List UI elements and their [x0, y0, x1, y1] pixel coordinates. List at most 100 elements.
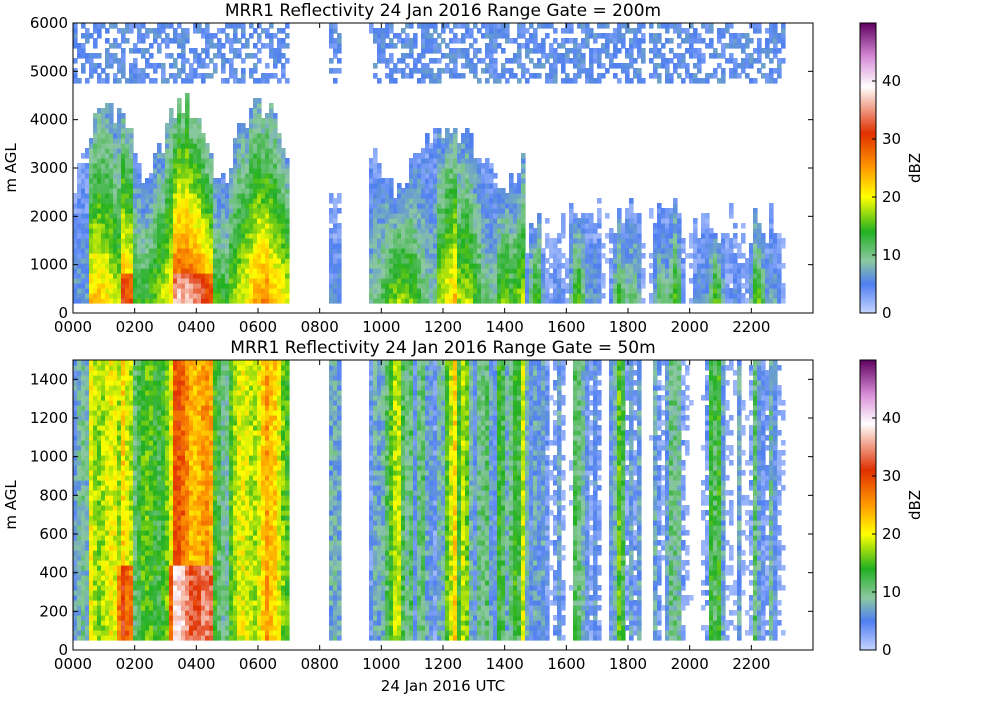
- heatmap-cell: [433, 258, 438, 264]
- heatmap-cell: [137, 188, 142, 194]
- heatmap-cell: [589, 218, 594, 224]
- heatmap-cell: [377, 193, 382, 199]
- heatmap-cell: [181, 133, 186, 139]
- heatmap-cell: [573, 43, 578, 49]
- heatmap-cell: [73, 28, 78, 34]
- heatmap-cell: [445, 153, 450, 159]
- heatmap-cell: [281, 198, 286, 204]
- heatmap-cell: [429, 258, 434, 264]
- heatmap-cell: [381, 228, 386, 234]
- heatmap-cell: [429, 298, 434, 304]
- heatmap-cell: [525, 283, 530, 289]
- heatmap-cell: [585, 248, 590, 254]
- heatmap-cell: [81, 153, 86, 159]
- heatmap-cell: [489, 213, 494, 219]
- heatmap-cell: [585, 233, 590, 239]
- heatmap-cell: [233, 168, 238, 174]
- heatmap-cell: [265, 163, 270, 169]
- heatmap-cell: [381, 198, 386, 204]
- heatmap-cell: [473, 38, 478, 44]
- heatmap-cell: [401, 273, 406, 279]
- heatmap-cell: [257, 183, 262, 189]
- heatmap-cell: [157, 233, 162, 239]
- heatmap-cell: [141, 278, 146, 284]
- heatmap-cell: [213, 228, 218, 234]
- heatmap-cell: [469, 193, 474, 199]
- heatmap-cell: [629, 278, 634, 284]
- heatmap-cell: [381, 48, 386, 54]
- heatmap-cell: [329, 28, 334, 34]
- heatmap-cell: [193, 203, 198, 209]
- heatmap-cell: [697, 248, 702, 254]
- heatmap-cell: [433, 28, 438, 34]
- heatmap-cell: [337, 208, 342, 214]
- heatmap-cell: [709, 228, 714, 234]
- heatmap-cell: [653, 268, 658, 274]
- heatmap-cell: [209, 283, 214, 289]
- heatmap-cell: [517, 263, 522, 269]
- heatmap-cell: [165, 223, 170, 229]
- heatmap-cell: [461, 188, 466, 194]
- heatmap-cell: [589, 68, 594, 74]
- heatmap-cell: [145, 218, 150, 224]
- heatmap-cell: [745, 73, 750, 79]
- heatmap-cell: [221, 58, 226, 64]
- heatmap-cell: [709, 268, 714, 274]
- heatmap-cell: [677, 253, 682, 259]
- heatmap-cell: [153, 203, 158, 209]
- heatmap-cell: [253, 268, 258, 274]
- heatmap-cell: [553, 48, 558, 54]
- heatmap-cell: [161, 153, 166, 159]
- heatmap-cell: [81, 43, 86, 49]
- heatmap-cell: [121, 283, 126, 289]
- heatmap-cell: [657, 298, 662, 304]
- heatmap-cell: [637, 288, 642, 294]
- heatmap-cell: [753, 23, 758, 29]
- heatmap-cell: [157, 198, 162, 204]
- heatmap-cell: [89, 283, 94, 289]
- heatmap-cell: [197, 198, 202, 204]
- heatmap-cell: [185, 288, 190, 294]
- heatmap-cell: [149, 233, 154, 239]
- heatmap-cell: [129, 218, 134, 224]
- heatmap-cell: [673, 238, 678, 244]
- heatmap-cell: [637, 233, 642, 239]
- heatmap-cell: [285, 203, 290, 209]
- heatmap-cell: [389, 253, 394, 259]
- heatmap-cell: [213, 178, 218, 184]
- heatmap-cell: [153, 288, 158, 294]
- heatmap-cell: [273, 218, 278, 224]
- heatmap-cell: [149, 178, 154, 184]
- heatmap-cell: [93, 138, 98, 144]
- heatmap-cell: [377, 223, 382, 229]
- heatmap-cell: [641, 273, 646, 279]
- heatmap-cell: [489, 268, 494, 274]
- heatmap-cell: [85, 78, 90, 84]
- heatmap-cell: [89, 268, 94, 274]
- heatmap-cell: [429, 293, 434, 299]
- heatmap-cell: [137, 243, 142, 249]
- heatmap-cell: [453, 23, 458, 29]
- heatmap-cell: [109, 298, 114, 304]
- heatmap-cell: [629, 63, 634, 69]
- heatmap-cell: [393, 238, 398, 244]
- heatmap-cell: [141, 223, 146, 229]
- heatmap-cell: [265, 78, 270, 84]
- heatmap-cell: [621, 283, 626, 289]
- heatmap-cell: [417, 233, 422, 239]
- heatmap-cell: [437, 218, 442, 224]
- heatmap-cell: [385, 43, 390, 49]
- heatmap-cell: [265, 113, 270, 119]
- heatmap-cell: [225, 183, 230, 189]
- heatmap-cell: [233, 293, 238, 299]
- heatmap-cell: [373, 198, 378, 204]
- heatmap-cell: [469, 198, 474, 204]
- heatmap-cell: [665, 258, 670, 264]
- heatmap-cell: [625, 243, 630, 249]
- heatmap-cell: [633, 238, 638, 244]
- heatmap-cell: [569, 278, 574, 284]
- heatmap-cell: [457, 158, 462, 164]
- heatmap-cell: [273, 53, 278, 59]
- heatmap-cell: [177, 178, 182, 184]
- heatmap-cell: [129, 148, 134, 154]
